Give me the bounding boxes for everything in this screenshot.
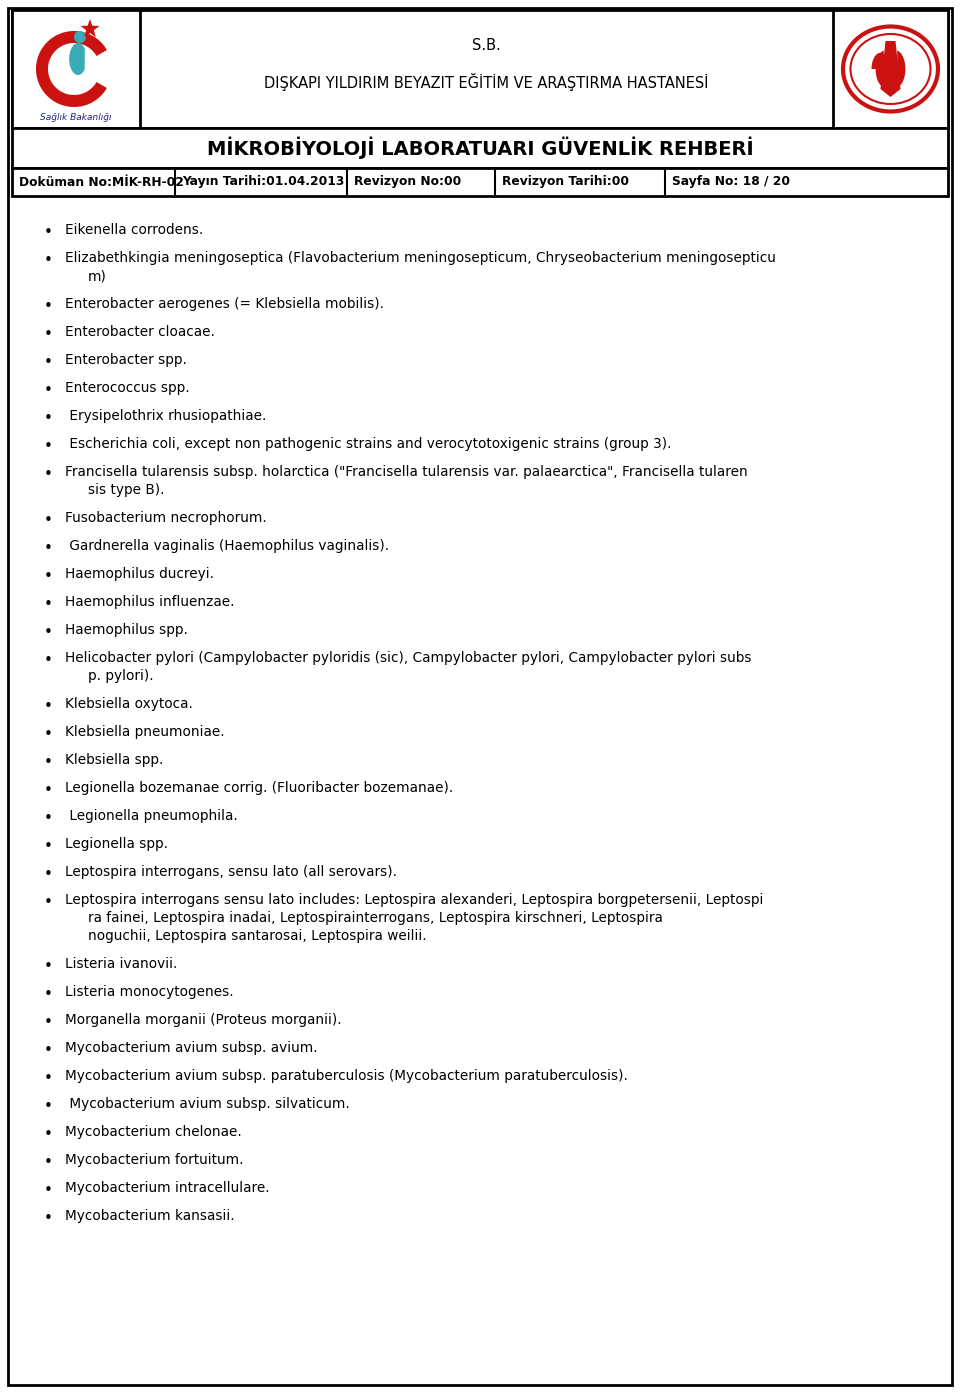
- FancyBboxPatch shape: [12, 10, 948, 128]
- Polygon shape: [872, 53, 890, 70]
- Text: •: •: [43, 411, 53, 426]
- Text: Listeria monocytogenes.: Listeria monocytogenes.: [65, 985, 233, 999]
- Text: •: •: [43, 727, 53, 742]
- Text: •: •: [43, 811, 53, 826]
- Text: Legionella spp.: Legionella spp.: [65, 837, 168, 851]
- Text: Klebsiella spp.: Klebsiella spp.: [65, 754, 163, 768]
- FancyBboxPatch shape: [12, 10, 140, 128]
- Text: Leptospira interrogans, sensu lato (all serovars).: Leptospira interrogans, sensu lato (all …: [65, 865, 397, 879]
- Text: Mycobacterium avium subsp. avium.: Mycobacterium avium subsp. avium.: [65, 1041, 318, 1055]
- Text: Enterobacter spp.: Enterobacter spp.: [65, 352, 187, 366]
- Text: •: •: [43, 598, 53, 612]
- Text: Sayfa No: 18 / 20: Sayfa No: 18 / 20: [672, 176, 790, 188]
- Text: •: •: [43, 513, 53, 528]
- Text: •: •: [43, 327, 53, 343]
- Text: •: •: [43, 254, 53, 267]
- Text: •: •: [43, 1127, 53, 1142]
- Polygon shape: [898, 50, 905, 88]
- Text: •: •: [43, 439, 53, 454]
- Text: •: •: [43, 783, 53, 798]
- Text: Legionella bozemanae corrig. (Fluoribacter bozemanae).: Legionella bozemanae corrig. (Fluoribact…: [65, 781, 453, 795]
- Text: •: •: [43, 894, 53, 910]
- Text: Francisella tularensis subsp. holarctica ("Francisella tularensis var. palaearct: Francisella tularensis subsp. holarctica…: [65, 465, 748, 479]
- Text: •: •: [43, 467, 53, 482]
- Text: Mycobacterium avium subsp. paratuberculosis (Mycobacterium paratuberculosis).: Mycobacterium avium subsp. paratuberculo…: [65, 1068, 628, 1082]
- Text: Sağlık Bakanlığı: Sağlık Bakanlığı: [40, 113, 111, 123]
- Text: •: •: [43, 1043, 53, 1059]
- Circle shape: [74, 31, 86, 43]
- Text: Klebsiella pneumoniae.: Klebsiella pneumoniae.: [65, 724, 225, 740]
- Polygon shape: [81, 20, 100, 38]
- Text: •: •: [43, 226, 53, 240]
- Text: p. pylori).: p. pylori).: [88, 669, 154, 683]
- Text: •: •: [43, 958, 53, 974]
- Text: Elizabethkingia meningoseptica (Flavobacterium meningosepticum, Chryseobacterium: Elizabethkingia meningoseptica (Flavobac…: [65, 251, 776, 265]
- Text: •: •: [43, 1099, 53, 1114]
- Text: Haemophilus spp.: Haemophilus spp.: [65, 623, 188, 637]
- Text: •: •: [43, 1015, 53, 1029]
- Text: Mycobacterium avium subsp. silvaticum.: Mycobacterium avium subsp. silvaticum.: [65, 1098, 349, 1112]
- Text: Leptospira interrogans sensu lato includes: Leptospira alexanderi, Leptospira bo: Leptospira interrogans sensu lato includ…: [65, 893, 763, 907]
- Text: •: •: [43, 699, 53, 715]
- Text: •: •: [43, 1183, 53, 1198]
- Text: sis type B).: sis type B).: [88, 483, 164, 497]
- Text: Mycobacterium intracellulare.: Mycobacterium intracellulare.: [65, 1181, 270, 1195]
- Text: Doküman No:MİK-RH-02: Doküman No:MİK-RH-02: [19, 176, 184, 188]
- Text: Eikenella corrodens.: Eikenella corrodens.: [65, 223, 204, 237]
- Polygon shape: [880, 40, 900, 98]
- Text: •: •: [43, 299, 53, 313]
- Ellipse shape: [851, 33, 930, 104]
- Text: Mycobacterium fortuitum.: Mycobacterium fortuitum.: [65, 1153, 244, 1167]
- Text: Enterobacter cloacae.: Enterobacter cloacae.: [65, 325, 215, 338]
- Text: S.B.: S.B.: [472, 39, 501, 53]
- Text: DIŞKAPI YILDIRIM BEYAZIT EĞİTİM VE ARAŞTIRMA HASTANESİ: DIŞKAPI YILDIRIM BEYAZIT EĞİTİM VE ARAŞT…: [264, 72, 708, 91]
- Text: noguchii, Leptospira santarosai, Leptospira weilii.: noguchii, Leptospira santarosai, Leptosp…: [88, 929, 426, 943]
- Text: •: •: [43, 1155, 53, 1170]
- Text: Listeria ivanovii.: Listeria ivanovii.: [65, 957, 178, 971]
- Text: Legionella pneumophila.: Legionella pneumophila.: [65, 809, 238, 823]
- Text: •: •: [43, 383, 53, 398]
- Text: •: •: [43, 755, 53, 770]
- FancyBboxPatch shape: [12, 128, 948, 169]
- Text: •: •: [43, 568, 53, 584]
- Text: ra fainei, Leptospira inadai, Leptospirainterrogans, Leptospira kirschneri, Lept: ra fainei, Leptospira inadai, Leptospira…: [88, 911, 662, 925]
- Text: •: •: [43, 1211, 53, 1226]
- Text: •: •: [43, 625, 53, 639]
- Text: Revizyon No:00: Revizyon No:00: [354, 176, 461, 188]
- Ellipse shape: [843, 26, 938, 111]
- Text: Morganella morganii (Proteus morganii).: Morganella morganii (Proteus morganii).: [65, 1013, 342, 1027]
- Text: •: •: [43, 988, 53, 1002]
- Text: m): m): [88, 269, 107, 283]
- Text: •: •: [43, 839, 53, 854]
- Text: Enterobacter aerogenes (= Klebsiella mobilis).: Enterobacter aerogenes (= Klebsiella mob…: [65, 297, 384, 311]
- Text: •: •: [43, 540, 53, 556]
- FancyBboxPatch shape: [12, 169, 948, 196]
- Text: Yayın Tarihi:01.04.2013: Yayın Tarihi:01.04.2013: [182, 176, 345, 188]
- Text: •: •: [43, 653, 53, 669]
- Text: Mycobacterium chelonae.: Mycobacterium chelonae.: [65, 1126, 242, 1139]
- Text: Revizyon Tarihi:00: Revizyon Tarihi:00: [502, 176, 629, 188]
- Text: Haemophilus ducreyi.: Haemophilus ducreyi.: [65, 567, 214, 581]
- Text: Haemophilus influenzae.: Haemophilus influenzae.: [65, 595, 234, 609]
- Text: Fusobacterium necrophorum.: Fusobacterium necrophorum.: [65, 511, 267, 525]
- Text: Escherichia coli, except non pathogenic strains and verocytotoxigenic strains (g: Escherichia coli, except non pathogenic …: [65, 437, 671, 451]
- Text: Enterococcus spp.: Enterococcus spp.: [65, 382, 190, 396]
- Text: Mycobacterium kansasii.: Mycobacterium kansasii.: [65, 1209, 234, 1223]
- Text: MİKROBİYOLOJİ LABORATUARI GÜVENLİK REHBERİ: MİKROBİYOLOJİ LABORATUARI GÜVENLİK REHBE…: [206, 137, 754, 159]
- FancyBboxPatch shape: [833, 10, 948, 128]
- Polygon shape: [876, 50, 884, 88]
- Text: •: •: [43, 355, 53, 371]
- Text: Erysipelothrix rhusiopathiae.: Erysipelothrix rhusiopathiae.: [65, 410, 266, 423]
- Polygon shape: [69, 43, 84, 75]
- Text: •: •: [43, 1071, 53, 1087]
- Polygon shape: [36, 31, 107, 107]
- Text: •: •: [43, 866, 53, 882]
- Text: Helicobacter pylori (Campylobacter pyloridis (sic), Campylobacter pylori, Campyl: Helicobacter pylori (Campylobacter pylor…: [65, 651, 752, 664]
- Text: Klebsiella oxytoca.: Klebsiella oxytoca.: [65, 696, 193, 710]
- Text: Gardnerella vaginalis (Haemophilus vaginalis).: Gardnerella vaginalis (Haemophilus vagin…: [65, 539, 389, 553]
